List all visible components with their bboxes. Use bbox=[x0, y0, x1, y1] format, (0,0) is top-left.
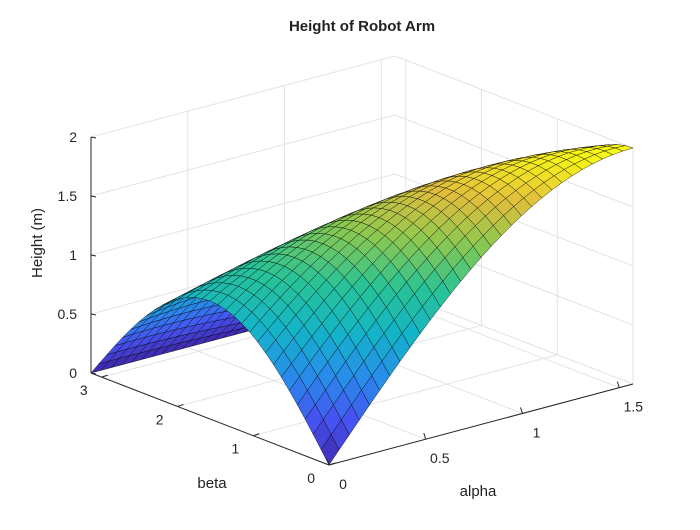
x-tick-label: 0.5 bbox=[430, 450, 450, 466]
tick-layer: 0 0.5 1 1.5 2 0 0.5 1 1.5 0 1 2 3 bbox=[58, 129, 644, 492]
z-tick-label: 2 bbox=[69, 129, 77, 145]
x-tick-mark bbox=[520, 407, 524, 414]
z-axis-label: Height (m) bbox=[29, 208, 46, 278]
y-tick-label: 3 bbox=[80, 382, 88, 398]
y-axis-line bbox=[90, 372, 330, 466]
y-tick-label: 2 bbox=[156, 411, 164, 427]
grid-line bbox=[90, 114, 396, 197]
x-tick-label: 1 bbox=[533, 424, 541, 440]
y-tick-mark bbox=[177, 403, 184, 407]
z-tick-mark bbox=[90, 372, 97, 375]
grid-line bbox=[90, 173, 396, 256]
chart-title: Height of Robot Arm bbox=[289, 18, 435, 35]
x-tick-label: 0 bbox=[339, 476, 347, 492]
surface-layer bbox=[90, 144, 634, 466]
x-tick-mark bbox=[326, 458, 330, 466]
z-tick-label: 1 bbox=[69, 247, 77, 263]
z-tick-label: 1.5 bbox=[58, 188, 78, 204]
grid-line bbox=[253, 354, 558, 437]
x-tick-label: 1.5 bbox=[624, 399, 644, 415]
x-axis-label: alpha bbox=[460, 483, 497, 500]
z-tick-mark bbox=[90, 254, 97, 257]
grid-line bbox=[394, 55, 634, 149]
y-tick-label: 1 bbox=[231, 441, 239, 457]
y-tick-mark bbox=[101, 374, 108, 378]
grid-line bbox=[90, 55, 396, 138]
y-tick-label: 0 bbox=[307, 470, 315, 486]
x-tick-mark bbox=[616, 381, 620, 388]
z-tick-label: 0 bbox=[69, 365, 77, 381]
y-tick-mark bbox=[328, 462, 336, 466]
x-axis-line bbox=[328, 383, 634, 466]
z-tick-mark bbox=[90, 136, 97, 139]
z-tick-mark bbox=[90, 195, 97, 198]
y-tick-mark bbox=[253, 433, 260, 437]
z-tick-mark bbox=[90, 313, 97, 316]
z-tick-label: 0.5 bbox=[58, 306, 78, 322]
surface-patch bbox=[320, 434, 340, 466]
x-tick-mark bbox=[423, 433, 427, 440]
y-axis-label: beta bbox=[197, 475, 227, 492]
